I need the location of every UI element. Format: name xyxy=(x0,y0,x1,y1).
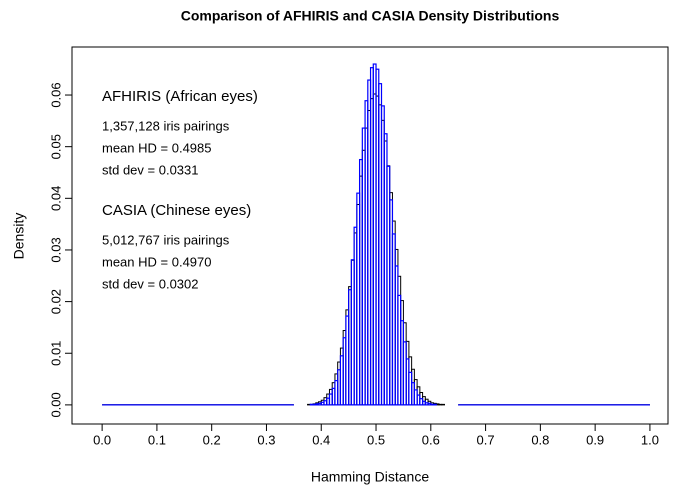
x-tick-label: 0.8 xyxy=(531,432,549,447)
y-tick-label: 0.06 xyxy=(48,82,63,107)
y-tick-label: 0.05 xyxy=(48,134,63,159)
x-tick-label: 0.6 xyxy=(422,432,440,447)
x-tick-label: 0.0 xyxy=(93,432,111,447)
series-stat: mean HD = 0.4970 xyxy=(102,254,211,269)
series-label: AFHIRIS (African eyes) xyxy=(102,88,258,105)
histogram-bar xyxy=(441,403,445,406)
x-tick-label: 0.4 xyxy=(312,432,330,447)
series-stat: std dev = 0.0302 xyxy=(102,276,199,291)
y-tick-label: 0.03 xyxy=(48,237,63,262)
histogram-bar xyxy=(432,403,437,406)
x-tick-label: 0.5 xyxy=(367,432,385,447)
y-tick-label: 0.01 xyxy=(48,341,63,366)
y-tick-label: 0.00 xyxy=(48,392,63,417)
y-tick-label: 0.02 xyxy=(48,289,63,314)
series-label: CASIA (Chinese eyes) xyxy=(102,202,251,219)
x-tick-label: 1.0 xyxy=(641,432,659,447)
series-stat: 1,357,128 iris pairings xyxy=(102,118,230,133)
y-tick-label: 0.04 xyxy=(48,186,63,211)
x-tick-label: 0.7 xyxy=(477,432,495,447)
x-tick-label: 0.9 xyxy=(586,432,604,447)
series-stat: mean HD = 0.4985 xyxy=(102,140,211,155)
x-tick-label: 0.3 xyxy=(257,432,275,447)
y-axis-label: Density xyxy=(11,213,27,260)
x-axis-label: Hamming Distance xyxy=(311,469,429,485)
x-tick-label: 0.1 xyxy=(148,432,166,447)
chart-title: Comparison of AFHIRIS and CASIA Density … xyxy=(181,8,560,24)
series-stat: std dev = 0.0331 xyxy=(102,162,199,177)
plot-frame xyxy=(71,46,669,425)
x-tick-label: 0.2 xyxy=(203,432,221,447)
series-stat: 5,012,767 iris pairings xyxy=(102,232,230,247)
